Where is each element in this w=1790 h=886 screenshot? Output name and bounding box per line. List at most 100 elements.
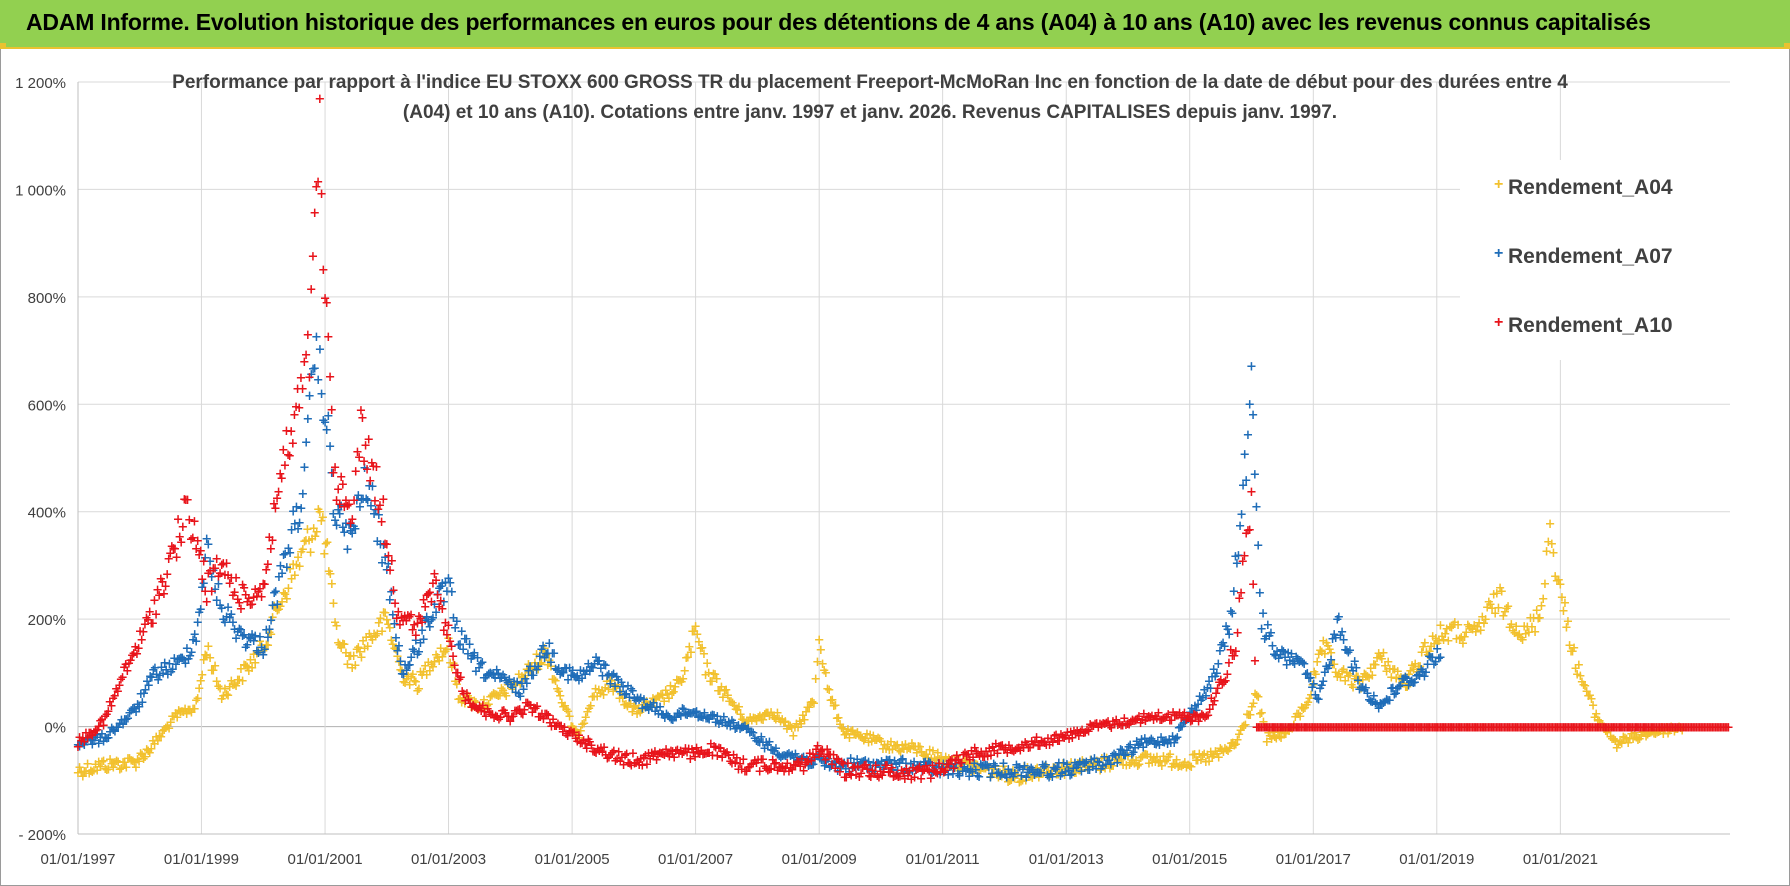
data-point: + [483,697,494,712]
data-point: + [1223,744,1234,759]
data-point: + [189,702,200,717]
data-point: + [348,519,359,534]
data-point: + [525,664,536,679]
data-point: + [206,585,217,600]
data-point: + [927,744,938,759]
data-point: + [413,682,424,697]
data-point: + [987,767,998,782]
data-point: + [1310,667,1321,682]
data-point: + [1202,748,1213,763]
data-point: + [1313,648,1324,663]
data-point: + [345,524,356,539]
series-rendement_a04: ++++++++++++++++++++++++++++++++++++++++… [73,502,1688,790]
data-point: + [1329,658,1340,673]
data-point: + [628,700,639,715]
data-point: + [141,743,152,758]
data-point: + [911,746,922,761]
data-point: + [782,722,793,737]
data-point: + [171,658,182,673]
data-point: + [192,691,203,706]
data-point: + [1127,753,1138,768]
data-point: + [1360,668,1371,683]
data-point: + [534,657,545,672]
data-point: + [1147,756,1158,771]
data-point: + [814,633,825,648]
data-point: + [982,760,993,775]
data-point: + [539,641,550,656]
data-point: + [317,511,328,526]
data-point: + [412,684,423,699]
x-tick-label: 01/01/2013 [1029,851,1104,868]
data-point: + [624,697,635,712]
data-point: + [1261,735,1272,750]
data-point: + [646,699,657,714]
data-point: + [325,370,336,385]
data-point: + [1014,775,1025,790]
data-point: + [1480,613,1491,628]
data-point: + [167,663,178,678]
data-point: + [865,728,876,743]
data-point: + [762,706,773,721]
data-point: + [756,712,767,727]
data-point: + [429,655,440,670]
data-point: + [1607,732,1618,747]
data-point: + [1248,697,1259,712]
data-point: + [1501,601,1512,616]
data-point: + [1592,713,1603,728]
data-point: + [1402,680,1413,695]
y-tick-label: 600% [28,397,66,414]
data-point: + [451,677,462,692]
data-point: + [706,674,717,689]
data-point: + [185,649,196,664]
data-point: + [135,747,146,762]
data-point: + [183,703,194,718]
data-point: + [161,663,172,678]
data-point: + [509,677,520,692]
data-point: + [114,762,125,777]
data-point: + [305,545,316,560]
header-corner-left [0,43,6,47]
data-point: + [146,671,157,686]
data-point: + [590,682,601,697]
data-point: + [293,551,304,566]
data-point: + [288,558,299,573]
data-point: + [450,675,461,690]
x-tick-label: 01/01/2017 [1276,851,1351,868]
data-point: + [159,723,170,738]
data-point: + [313,373,324,388]
data-point: + [417,616,428,631]
data-point: + [1381,664,1392,679]
data-point: + [668,685,679,700]
data-point: + [748,711,759,726]
data-point: + [529,656,540,671]
data-point: + [1189,748,1200,763]
data-point: + [96,727,107,742]
series-markers: ++++++++++++++++++++++++++++++++++++++++… [73,92,1734,790]
data-point: + [742,714,753,729]
data-point: + [849,727,860,742]
data-point: + [347,512,358,527]
data-point: + [1603,722,1614,737]
data-point: + [381,613,392,628]
data-point: + [395,655,406,670]
data-point: + [178,705,189,720]
data-point: + [156,730,167,745]
data-point: + [805,695,816,710]
data-point: + [235,623,246,638]
data-point: + [180,656,191,671]
data-point: + [1007,764,1018,779]
data-point: + [131,760,142,775]
data-point: + [1525,611,1536,626]
data-point: + [466,700,477,715]
data-point: + [1516,631,1527,646]
data-point: + [855,730,866,745]
data-point: + [1364,671,1375,686]
data-point: + [681,651,692,666]
data-point: + [698,647,709,662]
data-point: + [564,709,575,724]
data-point: + [145,669,156,684]
data-point: + [1356,681,1367,696]
data-point: + [188,702,199,717]
data-point: + [791,717,802,732]
data-point: + [205,651,216,666]
